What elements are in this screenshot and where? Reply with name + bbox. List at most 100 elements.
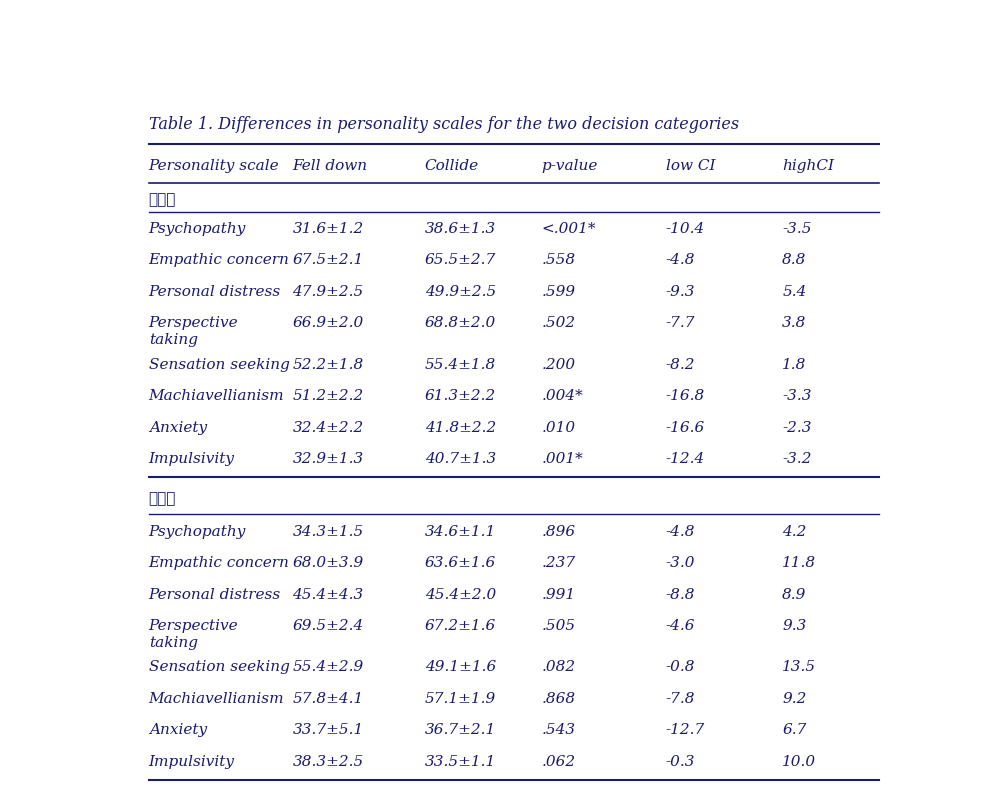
Text: low CI: low CI (665, 159, 714, 173)
Text: .062: .062 (541, 755, 575, 769)
Text: Personal distress: Personal distress (148, 588, 281, 601)
Text: .599: .599 (541, 285, 575, 299)
Text: Personal distress: Personal distress (148, 285, 281, 299)
Text: .868: .868 (541, 692, 575, 706)
Text: -4.8: -4.8 (665, 524, 694, 538)
Text: 49.1±1.6: 49.1±1.6 (424, 660, 495, 674)
Text: Empathic concern: Empathic concern (148, 556, 290, 570)
Text: 31.6±1.2: 31.6±1.2 (293, 222, 364, 236)
Text: 34.6±1.1: 34.6±1.1 (424, 524, 495, 538)
Text: .558: .558 (541, 254, 575, 267)
Text: 36.7±2.1: 36.7±2.1 (424, 723, 495, 737)
Text: -10.4: -10.4 (665, 222, 704, 236)
Text: .200: .200 (541, 358, 575, 372)
Text: 63.6±1.6: 63.6±1.6 (424, 556, 495, 570)
Text: -16.8: -16.8 (665, 389, 704, 403)
Text: .543: .543 (541, 723, 575, 737)
Text: -4.6: -4.6 (665, 619, 694, 633)
Text: -0.8: -0.8 (665, 660, 694, 674)
Text: .001*: .001* (541, 452, 582, 466)
Text: 34.3±1.5: 34.3±1.5 (293, 524, 364, 538)
Text: Table 1. Differences in personality scales for the two decision categories: Table 1. Differences in personality scal… (148, 116, 738, 133)
Text: 68.8±2.0: 68.8±2.0 (424, 317, 495, 330)
Text: highCI: highCI (782, 159, 834, 173)
Text: Psychopathy: Psychopathy (148, 222, 245, 236)
Text: 69.5±2.4: 69.5±2.4 (293, 619, 364, 633)
Text: -3.2: -3.2 (782, 452, 811, 466)
Text: 45.4±2.0: 45.4±2.0 (424, 588, 495, 601)
Text: 9.3: 9.3 (782, 619, 806, 633)
Text: 8.9: 8.9 (782, 588, 806, 601)
Text: .237: .237 (541, 556, 575, 570)
Text: 67.5±2.1: 67.5±2.1 (293, 254, 364, 267)
Text: Perspective
taking: Perspective taking (148, 619, 238, 650)
Text: 4.2: 4.2 (782, 524, 806, 538)
Text: 51.2±2.2: 51.2±2.2 (293, 389, 364, 403)
Text: 61.3±2.2: 61.3±2.2 (424, 389, 495, 403)
Text: 33.7±5.1: 33.7±5.1 (293, 723, 364, 737)
Text: Psychopathy: Psychopathy (148, 524, 245, 538)
Text: -8.8: -8.8 (665, 588, 694, 601)
Text: -3.5: -3.5 (782, 222, 811, 236)
Text: 32.4±2.2: 32.4±2.2 (293, 421, 364, 435)
Text: 5.4: 5.4 (782, 285, 806, 299)
Text: Anxiety: Anxiety (148, 723, 206, 737)
Text: Anxiety: Anxiety (148, 421, 206, 435)
Text: -4.8: -4.8 (665, 254, 694, 267)
Text: .004*: .004* (541, 389, 582, 403)
Text: -7.8: -7.8 (665, 692, 694, 706)
Text: .010: .010 (541, 421, 575, 435)
Text: .502: .502 (541, 317, 575, 330)
Text: -12.4: -12.4 (665, 452, 704, 466)
Text: -7.7: -7.7 (665, 317, 694, 330)
Text: Impulsivity: Impulsivity (148, 452, 234, 466)
Text: Collide: Collide (424, 159, 478, 173)
Text: .082: .082 (541, 660, 575, 674)
Text: 9.2: 9.2 (782, 692, 806, 706)
Text: -16.6: -16.6 (665, 421, 704, 435)
Text: .991: .991 (541, 588, 575, 601)
Text: .896: .896 (541, 524, 575, 538)
Text: Sensation seeking: Sensation seeking (148, 660, 290, 674)
Text: 11.8: 11.8 (782, 556, 816, 570)
Text: 68.0±3.9: 68.0±3.9 (293, 556, 364, 570)
Text: Fell down: Fell down (293, 159, 368, 173)
Text: 45.4±4.3: 45.4±4.3 (293, 588, 364, 601)
Text: 실험군: 실험군 (148, 193, 176, 208)
Text: -3.0: -3.0 (665, 556, 694, 570)
Text: 52.2±1.8: 52.2±1.8 (293, 358, 364, 372)
Text: 3.8: 3.8 (782, 317, 806, 330)
Text: -9.3: -9.3 (665, 285, 694, 299)
Text: .505: .505 (541, 619, 575, 633)
Text: Machiavellianism: Machiavellianism (148, 692, 284, 706)
Text: Personality scale: Personality scale (148, 159, 279, 173)
Text: 57.1±1.9: 57.1±1.9 (424, 692, 495, 706)
Text: 65.5±2.7: 65.5±2.7 (424, 254, 495, 267)
Text: Empathic concern: Empathic concern (148, 254, 290, 267)
Text: 49.9±2.5: 49.9±2.5 (424, 285, 495, 299)
Text: Machiavellianism: Machiavellianism (148, 389, 284, 403)
Text: -8.2: -8.2 (665, 358, 694, 372)
Text: 38.3±2.5: 38.3±2.5 (293, 755, 364, 769)
Text: Impulsivity: Impulsivity (148, 755, 234, 769)
Text: 67.2±1.6: 67.2±1.6 (424, 619, 495, 633)
Text: p-value: p-value (541, 159, 597, 173)
Text: 대조군: 대조군 (148, 492, 176, 506)
Text: Sensation seeking: Sensation seeking (148, 358, 290, 372)
Text: 66.9±2.0: 66.9±2.0 (293, 317, 364, 330)
Text: <.001*: <.001* (541, 222, 595, 236)
Text: 40.7±1.3: 40.7±1.3 (424, 452, 495, 466)
Text: 41.8±2.2: 41.8±2.2 (424, 421, 495, 435)
Text: 1.8: 1.8 (782, 358, 806, 372)
Text: 10.0: 10.0 (782, 755, 816, 769)
Text: Perspective
taking: Perspective taking (148, 317, 238, 347)
Text: 6.7: 6.7 (782, 723, 806, 737)
Text: 55.4±2.9: 55.4±2.9 (293, 660, 364, 674)
Text: -3.3: -3.3 (782, 389, 811, 403)
Text: 8.8: 8.8 (782, 254, 806, 267)
Text: -2.3: -2.3 (782, 421, 811, 435)
Text: 32.9±1.3: 32.9±1.3 (293, 452, 364, 466)
Text: 38.6±1.3: 38.6±1.3 (424, 222, 495, 236)
Text: 33.5±1.1: 33.5±1.1 (424, 755, 495, 769)
Text: 57.8±4.1: 57.8±4.1 (293, 692, 364, 706)
